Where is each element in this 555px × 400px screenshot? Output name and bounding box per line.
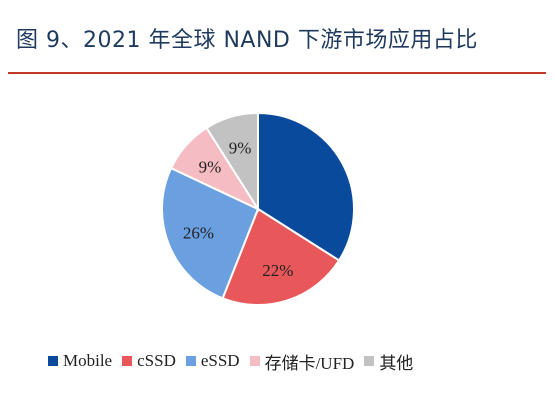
legend-swatch-mobile bbox=[48, 356, 58, 366]
chart-legend: Mobile cSSD eSSD 存储卡/UFD 其他 bbox=[48, 349, 413, 373]
legend-item-mobile: Mobile bbox=[48, 351, 112, 371]
legend-label-other: 其他 bbox=[379, 353, 414, 373]
legend-swatch-essd bbox=[185, 356, 196, 366]
slice-label-essd: 26% bbox=[183, 224, 214, 243]
legend-item-cssd: cSSD bbox=[122, 351, 176, 371]
legend-swatch-other bbox=[364, 356, 375, 366]
legend-item-storage-card-ufd: 存储卡/UFD bbox=[249, 349, 355, 374]
slice-label-other: 9% bbox=[229, 139, 252, 158]
legend-swatch-storage-card-ufd bbox=[249, 356, 260, 366]
pie-slice-cssd bbox=[221, 207, 341, 306]
chart-title: 图 9、2021 年全球 NAND 下游市场应用占比 bbox=[16, 28, 478, 53]
pie-slice-essd bbox=[161, 166, 260, 300]
title-divider bbox=[8, 72, 546, 74]
legend-swatch-cssd bbox=[122, 356, 133, 366]
slice-label-mobile: 34% bbox=[298, 169, 329, 188]
legend-item-other: 其他 bbox=[364, 349, 413, 374]
pie-slice-other bbox=[205, 111, 259, 213]
legend-item-essd: eSSD bbox=[185, 351, 240, 371]
slice-label-cssd: 22% bbox=[262, 261, 293, 280]
legend-label-essd: eSSD bbox=[200, 351, 240, 370]
slice-label-storage-card-ufd: 9% bbox=[199, 158, 222, 177]
legend-label-storage-card-ufd: 存储卡/UFD bbox=[264, 353, 355, 373]
legend-label-cssd: cSSD bbox=[137, 351, 176, 370]
legend-label-mobile: Mobile bbox=[63, 351, 113, 370]
